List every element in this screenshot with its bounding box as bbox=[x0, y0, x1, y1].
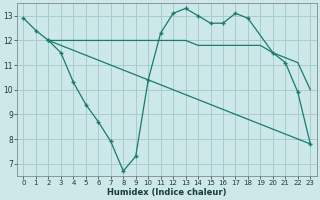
X-axis label: Humidex (Indice chaleur): Humidex (Indice chaleur) bbox=[107, 188, 227, 197]
